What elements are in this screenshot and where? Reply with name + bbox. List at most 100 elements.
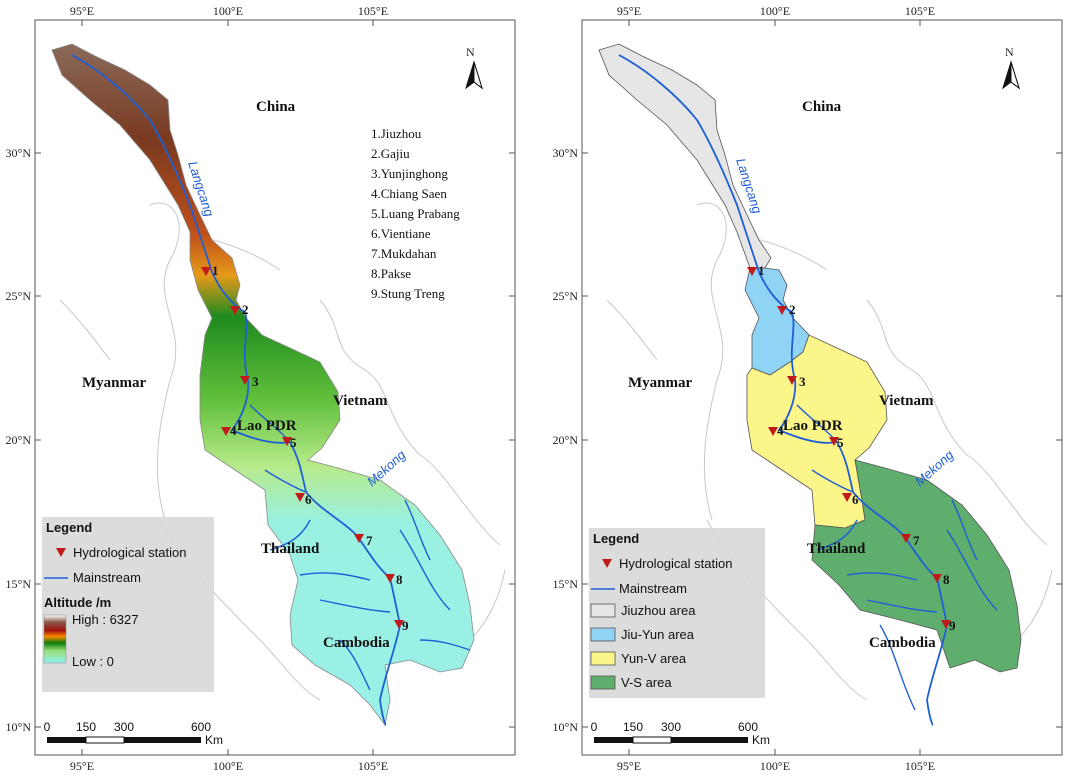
station-marker: [394, 620, 404, 629]
scale-label-300: 300: [114, 720, 134, 734]
legend: Legend Hydrological station Mainstream J…: [589, 528, 765, 698]
legend-area-yun-v: Yun-V area: [621, 651, 687, 666]
station-marker: [842, 493, 852, 502]
legend-area-jiu-yun: Jiu-Yun area: [621, 627, 695, 642]
legend-low-label: Low : 0: [72, 654, 114, 669]
scale-bar: 0 150 300 600 Km: [591, 720, 770, 747]
lat-tick-30: 30°N: [6, 146, 32, 160]
grid-ticks: [35, 20, 515, 755]
legend-high-label: High : 6327: [72, 612, 139, 627]
label-china: China: [256, 99, 296, 115]
label-cambodia: Cambodia: [323, 635, 390, 651]
lat-tick-10: 10°N: [553, 720, 579, 734]
lon-tick-100: 100°E: [213, 4, 243, 18]
label-vietnam: Vietnam: [333, 393, 388, 409]
label-mekong: Mekong: [364, 447, 409, 490]
station-list-item: 6.Vientiane: [371, 226, 431, 241]
station-marker: [282, 437, 292, 446]
station-number: 9: [402, 618, 409, 633]
scale-unit: Km: [205, 733, 223, 747]
lat-tick-20: 20°N: [6, 433, 32, 447]
legend-swatch-yun-v: [590, 651, 616, 666]
legend-box: [42, 517, 214, 692]
legend-title: Legend: [593, 531, 639, 546]
legend-box: [589, 528, 765, 698]
lon-tick-105: 105°E: [905, 4, 935, 18]
station-list-item: 8.Pakse: [371, 266, 411, 281]
lat-tick-25: 25°N: [553, 289, 579, 303]
station-number: 8: [943, 572, 950, 587]
north-arrow: N: [1002, 45, 1020, 90]
label-lao-pdr: Lao PDR: [783, 418, 843, 434]
lat-tick-15: 15°N: [553, 577, 579, 591]
station-number: 4: [777, 423, 784, 438]
lat-tick-10: 10°N: [6, 720, 32, 734]
station-list-item: 7.Mukdahan: [371, 246, 437, 261]
station-list-item: 1.Jiuzhou: [371, 126, 422, 141]
station-marker: [768, 427, 778, 436]
stations: 1 2 3 4 5 6 7 8 9: [747, 263, 956, 633]
legend-swatch-v-s: [590, 675, 616, 690]
station-marker: [240, 376, 250, 385]
station-number: 6: [305, 492, 312, 507]
area-v-s: [811, 459, 1022, 673]
station-list-item: 9.Stung Treng: [371, 286, 445, 301]
altitude-map: 95°E 100°E 105°E 95°E 100°E 105°E 30°N 2…: [6, 4, 516, 773]
legend-station-symbol: [602, 559, 612, 568]
scale-bar: 0 150 300 600 Km: [44, 720, 223, 747]
lon-tick-95: 95°E: [70, 4, 94, 18]
legend-title: Legend: [46, 520, 92, 535]
station-marker: [385, 574, 395, 583]
label-cambodia: Cambodia: [869, 635, 936, 651]
legend: Legend Hydrological station Mainstream A…: [42, 517, 214, 692]
lon-tick-100-bottom: 100°E: [213, 759, 243, 773]
station-list-item: 5.Luang Prabang: [371, 206, 460, 221]
station-list-item: 2.Gajiu: [371, 146, 410, 161]
station-number: 1: [212, 263, 219, 278]
station-number: 7: [366, 533, 373, 548]
label-myanmar: Myanmar: [82, 375, 146, 391]
lat-tick-20: 20°N: [553, 433, 579, 447]
north-arrow: N: [465, 45, 483, 90]
station-number: 7: [913, 533, 920, 548]
lon-tick-105-bottom: 105°E: [358, 759, 388, 773]
map-frame: [581, 19, 1063, 756]
basin-altitude: [51, 43, 475, 726]
scale-unit: Km: [752, 733, 770, 747]
station-number: 3: [252, 374, 259, 389]
station-marker: [230, 306, 240, 315]
country-borders: [606, 202, 1053, 701]
station-number: 5: [837, 435, 844, 450]
area-jiuzhou: [598, 43, 772, 269]
legend-area-jiuzhou: Jiuzhou area: [621, 603, 696, 618]
label-thailand: Thailand: [807, 541, 866, 557]
scale-label-600: 600: [738, 720, 758, 734]
station-number: 4: [230, 423, 237, 438]
station-marker: [932, 574, 942, 583]
legend-station-label: Hydrological station: [73, 545, 186, 560]
station-list-item: 4.Chiang Saen: [371, 186, 447, 201]
station-number: 2: [789, 302, 796, 317]
station-marker: [221, 427, 231, 436]
lon-tick-105: 105°E: [358, 4, 388, 18]
station-number: 5: [290, 435, 297, 450]
lon-tick-105-bottom: 105°E: [905, 759, 935, 773]
lat-tick-30: 30°N: [553, 146, 579, 160]
label-vietnam: Vietnam: [879, 393, 934, 409]
station-marker: [747, 267, 757, 276]
scale-label-150: 150: [76, 720, 96, 734]
station-list-item: 3.Yunjinghong: [371, 166, 448, 181]
lon-tick-95-bottom: 95°E: [617, 759, 641, 773]
station-list: 1.Jiuzhou 2.Gajiu 3.Yunjinghong 4.Chiang…: [371, 126, 460, 301]
subbasin-map: 95°E 100°E 105°E 95°E 100°E 105°E 30°N 2…: [553, 4, 1063, 773]
station-number: 9: [949, 618, 956, 633]
scale-label-600: 600: [191, 720, 211, 734]
north-label: N: [466, 45, 475, 59]
station-marker: [777, 306, 787, 315]
lat-tick-15: 15°N: [6, 577, 32, 591]
legend-station-label: Hydrological station: [619, 556, 732, 571]
lon-tick-95: 95°E: [617, 4, 641, 18]
legend-altitude-title: Altitude /m: [44, 595, 111, 610]
legend-mainstream-label: Mainstream: [619, 581, 687, 596]
